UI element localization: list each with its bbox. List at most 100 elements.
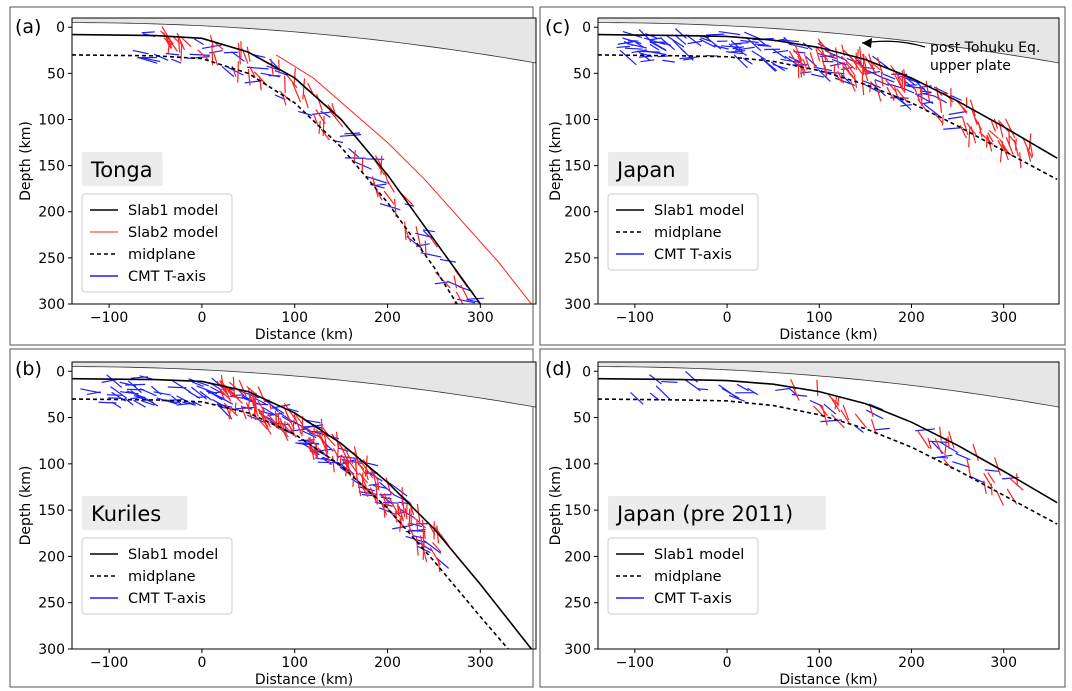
cmt-axis-mark [941, 114, 944, 126]
cmt-axis-mark [303, 94, 309, 108]
cmt-axis-mark [631, 49, 647, 54]
x-tick-label: 100 [281, 655, 308, 671]
y-tick-label: 150 [564, 503, 591, 519]
cmt-axis-mark [110, 386, 128, 399]
cmt-axis-mark [897, 76, 904, 90]
y-axis-label: Depth (km) [18, 466, 34, 546]
cmt-axis-mark [138, 57, 158, 64]
cmt-axis-mark [424, 240, 427, 256]
cmt-axis-mark [275, 412, 278, 429]
cmt-axis-mark [307, 82, 314, 94]
cmt-axis-mark [396, 504, 400, 517]
cmt-axis-mark [221, 66, 235, 78]
cmt-axis-mark [278, 420, 289, 442]
axes-box [597, 17, 1060, 305]
cmt-axis-mark [141, 31, 155, 34]
cmt-axis-mark [257, 400, 265, 412]
cmt-axis-mark [662, 59, 675, 63]
y-axis-label: Depth (km) [548, 121, 564, 201]
cmt-axis-mark [815, 48, 821, 62]
cmt-axis-mark [999, 141, 1004, 163]
cmt-axis-mark [968, 127, 971, 148]
cmt-axis-mark [645, 50, 667, 56]
cmt-axis-mark [353, 150, 356, 163]
cmt-axis-mark [700, 37, 712, 43]
cmt-axis-mark [371, 468, 378, 490]
y-tick-label: 150 [38, 159, 65, 175]
cmt-axis-mark [432, 542, 442, 553]
cmt-axis-mark [389, 482, 408, 497]
cmt-axis-mark [354, 458, 358, 479]
cmt-axis-mark [246, 46, 251, 62]
cmt-axis-mark [125, 383, 146, 386]
panel-a: −100 0 100 200 300 0 50 100 150 200 250 300 Distance… [9, 6, 537, 346]
cmt-axis-mark [132, 49, 149, 55]
cmt-axis-mark [882, 73, 896, 80]
panel-label: (c) [545, 16, 570, 38]
cmt-axis-mark [929, 440, 948, 443]
cmt-axis-mark [171, 379, 191, 393]
cmt-axis-mark [188, 378, 209, 387]
cmt-axis-mark [241, 406, 253, 410]
cmt-axis-mark [811, 73, 825, 78]
region-label: Japan (pre 2011) [615, 502, 793, 526]
cmt-axis-mark [679, 56, 700, 60]
region-label: Kuriles [91, 502, 161, 526]
cmt-axis-mark [196, 396, 207, 399]
legend-entry: Slab1 model [128, 203, 218, 219]
cmt-axis-mark [254, 403, 269, 406]
cmt-axis-mark [987, 132, 994, 143]
cmt-axis-mark [238, 379, 247, 397]
cmt-axis-mark [358, 491, 378, 496]
cmt-axis-mark [792, 387, 800, 401]
x-tick-label: 0 [197, 655, 206, 671]
region-label-box [608, 496, 826, 530]
cmt-axis-mark [234, 402, 237, 415]
x-axis-label: Distance (km) [255, 327, 353, 343]
cmt-axis-mark [381, 493, 390, 511]
legend-entry: midplane [128, 569, 196, 585]
legend-box [81, 193, 233, 293]
cmt-axis-mark [348, 147, 360, 158]
cmt-axis-mark [153, 391, 172, 396]
cmt-axis-mark [358, 472, 369, 484]
cmt-axis-mark [763, 60, 777, 72]
legend-box [607, 193, 759, 271]
cmt-axis-mark [111, 401, 122, 409]
y-tick-label: 200 [564, 549, 591, 565]
cmt-axis-mark [969, 99, 976, 117]
cmt-axis-mark [420, 252, 442, 258]
cmt-axis-mark [287, 423, 295, 434]
legend-entry: Slab1 model [128, 547, 218, 563]
cmt-axis-mark [820, 419, 842, 423]
cmt-axis-mark [212, 399, 227, 409]
cmt-axis-mark [415, 537, 419, 556]
cmt-axis-mark [905, 81, 916, 90]
cmt-axis-mark [466, 297, 484, 300]
cmt-axis-mark [315, 93, 323, 111]
legend-entry: midplane [128, 247, 196, 263]
y-tick-label: 200 [38, 549, 65, 565]
cmt-axis-mark [336, 441, 340, 462]
cmt-axis-mark [324, 434, 336, 447]
cmt-axis-mark [231, 51, 245, 62]
cmt-axis-mark [434, 281, 450, 285]
x-tick-label: 200 [374, 310, 401, 326]
x-tick-label: 300 [467, 655, 494, 671]
cmt-axis-mark [923, 103, 942, 118]
cmt-axis-mark [165, 35, 178, 52]
region-label: Tonga [90, 158, 153, 182]
cmt-axis-mark [261, 413, 271, 426]
cmt-axis-mark [955, 452, 971, 461]
cmt-axis-mark [429, 547, 442, 566]
cmt-axis-mark [705, 36, 722, 50]
surface-band [72, 18, 536, 64]
cmt-axis-mark [961, 116, 969, 136]
cmt-axis-mark [740, 39, 759, 44]
cmt-axis-mark [237, 43, 241, 65]
cmt-axis-mark [422, 528, 425, 548]
cmt-axis-mark [339, 134, 362, 137]
cmt-axis-mark [232, 376, 235, 395]
legend-entry: Slab2 model [128, 225, 218, 241]
cmt-axis-mark [287, 408, 299, 413]
